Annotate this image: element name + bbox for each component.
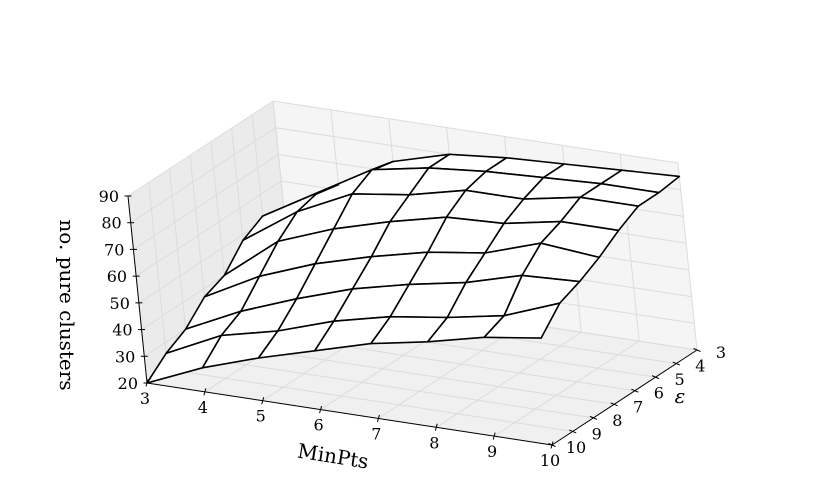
y-tick [548, 443, 556, 447]
axes [124, 195, 701, 449]
x-tick-label: 10 [540, 451, 560, 470]
surface-cell [146, 334, 222, 384]
z-axis-line [127, 195, 148, 384]
y-tick [610, 402, 618, 407]
x-axis-label: MinPts [296, 439, 370, 474]
x-tick-label: 5 [256, 407, 266, 426]
x-axis-line [146, 382, 553, 446]
y-tick [631, 388, 639, 393]
x-tick-label: 3 [140, 389, 150, 408]
z-tick-label: 80 [101, 214, 121, 233]
x-tick-label: 8 [429, 433, 439, 452]
x-tick [261, 397, 265, 405]
x-tick-label: 4 [198, 398, 208, 417]
y-tick [569, 429, 577, 434]
x-tick [203, 388, 207, 396]
z-tick-label: 90 [99, 187, 119, 206]
y-tick [589, 415, 598, 420]
z-tick-label: 70 [104, 240, 124, 259]
x-tick [434, 423, 438, 431]
x-tick [319, 405, 323, 414]
y-tick-label: 4 [695, 357, 705, 376]
y-tick-label: 10 [566, 438, 586, 457]
y-tick-label: 9 [592, 424, 602, 443]
y-tick-label: 8 [612, 411, 622, 430]
z-tick-label: 60 [107, 267, 127, 286]
z-tick-label: 50 [110, 294, 130, 313]
surface-wireframe [146, 153, 681, 384]
y-axis-label: ε [675, 384, 686, 408]
y-tick-label: 5 [675, 370, 685, 389]
z-tick-label: 40 [112, 321, 132, 340]
x-tick [376, 414, 380, 423]
x-tick-label: 9 [487, 442, 497, 461]
y-tick-label: 7 [633, 397, 643, 416]
z-axis-label: no. pure clusters [55, 219, 79, 390]
x-tick-label: 7 [371, 424, 381, 443]
y-tick-label: 6 [654, 384, 664, 403]
y-tick [672, 361, 680, 366]
y-axis-line [551, 349, 698, 446]
z-tick-label: 30 [115, 347, 135, 366]
y-tick [651, 375, 660, 380]
x-tick-label: 6 [314, 416, 324, 435]
y-tick [693, 348, 701, 352]
z-tick-label: 20 [118, 374, 138, 393]
x-tick [492, 432, 496, 440]
y-tick-label: 3 [716, 343, 726, 362]
grid-line-z [127, 100, 679, 197]
